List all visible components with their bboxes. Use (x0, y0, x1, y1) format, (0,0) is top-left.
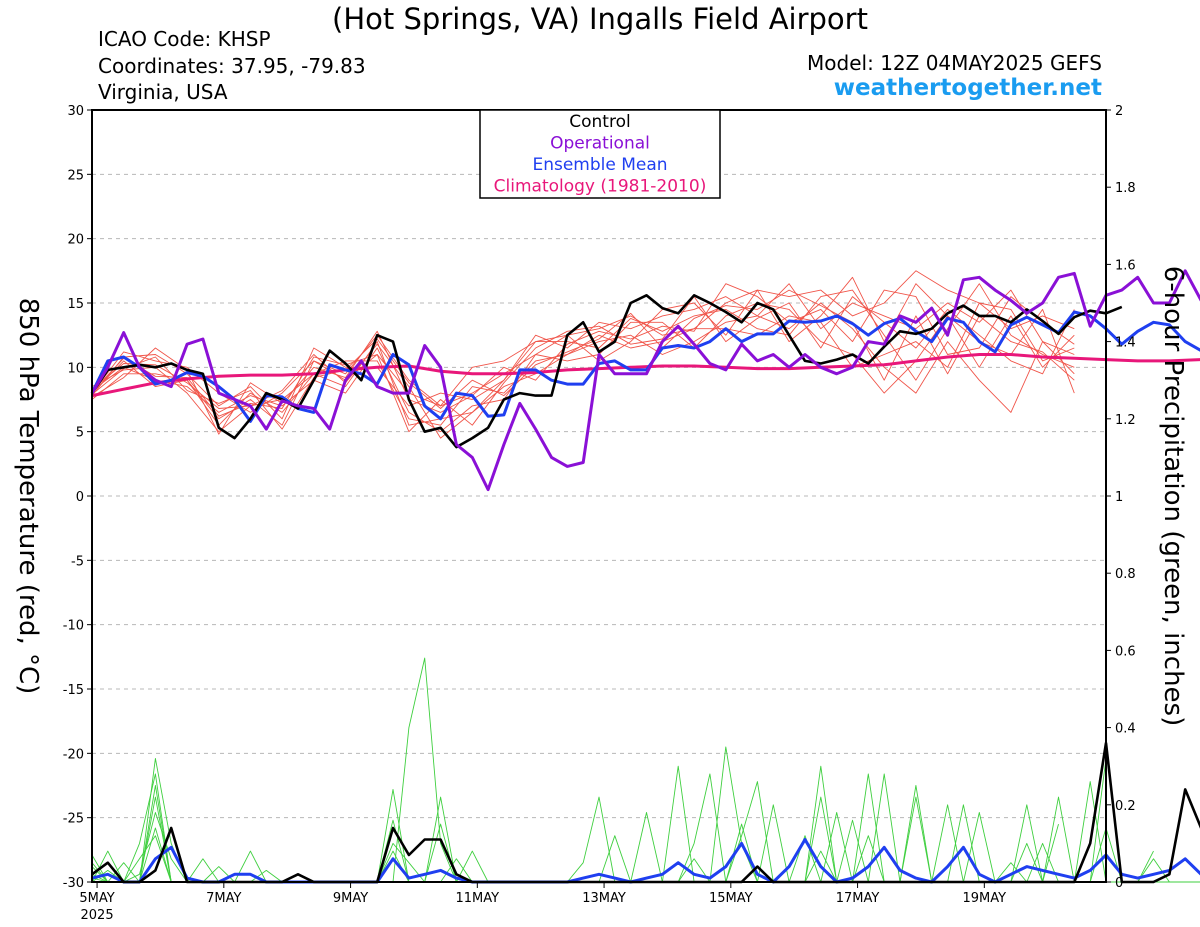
legend-entry: Climatology (1981-2010) (494, 177, 707, 197)
left-tick-label: 5 (76, 426, 84, 441)
left-axis-title: 850 hPa Temperature (red, °C) (13, 298, 43, 695)
left-tick-label: 20 (67, 233, 84, 248)
region: Virginia, USA (98, 80, 228, 104)
right-tick-label: 1 (1115, 490, 1123, 505)
x-tick-label: 7MAY (206, 891, 241, 906)
chart-title: (Hot Springs, VA) Ingalls Field Airport (332, 2, 868, 36)
temperature-control-line (90, 293, 1123, 449)
precipitation-members (91, 657, 1200, 883)
right-tick-label: 0.8 (1115, 567, 1136, 582)
x-tick-label: 15MAY (709, 891, 753, 906)
left-tick-label: -15 (63, 683, 84, 698)
precipitation-member-line (91, 765, 1154, 883)
legend-box (479, 109, 721, 199)
grid-lines (92, 173, 1106, 819)
left-axis-ticks: 30 25 20 15 10 5 0 -5 -10 -15 -20 -25 -30 (63, 104, 92, 891)
main-series (90, 269, 1200, 884)
precipitation-member-line (91, 657, 1059, 883)
temperature-member-line (91, 283, 1075, 420)
climatology-line (91, 353, 1200, 398)
left-tick-label: 10 (67, 361, 84, 376)
site-link[interactable]: weathertogether.net (833, 75, 1102, 101)
left-tick-label: -10 (63, 619, 84, 634)
legend-entry: Operational (550, 134, 650, 154)
right-tick-label: 1.8 (1115, 181, 1136, 196)
right-tick-label: 0.4 (1115, 722, 1136, 737)
right-tick-label: 0.2 (1115, 799, 1136, 814)
right-tick-label: 1.2 (1115, 413, 1136, 428)
x-tick-label: 13MAY (582, 891, 626, 906)
x-tick-label: 19MAY (963, 891, 1007, 906)
right-tick-label: 1.6 (1115, 258, 1136, 273)
left-tick-label: -25 (63, 812, 84, 827)
right-tick-label: 0 (1115, 876, 1123, 891)
x-tick-year: 2025 (81, 908, 114, 923)
temperature-member-line (91, 283, 1075, 435)
precipitation-member-line (91, 835, 1200, 883)
x-axis-ticks: 5MAY 2025 7MAY 9MAY 11MAY 13MAY 15MAY 17MAY 19MA… (79, 882, 1006, 923)
legend-entry: Control (569, 112, 630, 132)
x-tick-label: 9MAY (333, 891, 368, 906)
temperature-member-line (91, 283, 1075, 439)
legend-entry: Ensemble Mean (532, 155, 667, 175)
right-axis-title: 6-hour Precipitation (green, inches) (1158, 266, 1188, 726)
temperature-member-line (91, 296, 1075, 433)
temperature-operational-line (90, 269, 1200, 492)
right-axis-ticks: 2 1.8 1.6 1.4 1.2 1 0.8 0.6 0.4 0.2 0 (1106, 104, 1136, 891)
right-tick-label: 0.6 (1115, 644, 1136, 659)
x-tick-label: 5MAY (79, 891, 114, 906)
model-run: Model: 12Z 04MAY2025 GEFS (807, 51, 1102, 75)
right-tick-label: 1.4 (1115, 336, 1136, 351)
x-tick-label: 11MAY (456, 891, 500, 906)
x-tick-label: 17MAY (836, 891, 880, 906)
left-tick-label: 30 (67, 104, 84, 119)
left-tick-label: 25 (67, 168, 84, 183)
temperature-member-line (91, 270, 1075, 413)
left-tick-label: -30 (63, 876, 84, 891)
right-tick-label: 2 (1115, 104, 1123, 119)
coordinates: Coordinates: 37.95, -79.83 (98, 54, 366, 78)
icao-code: ICAO Code: KHSP (98, 27, 271, 51)
left-tick-label: -5 (71, 554, 84, 569)
left-tick-label: 0 (76, 490, 84, 505)
temperature-members (91, 270, 1075, 439)
left-tick-label: -20 (63, 747, 84, 762)
left-tick-label: 15 (67, 297, 84, 312)
